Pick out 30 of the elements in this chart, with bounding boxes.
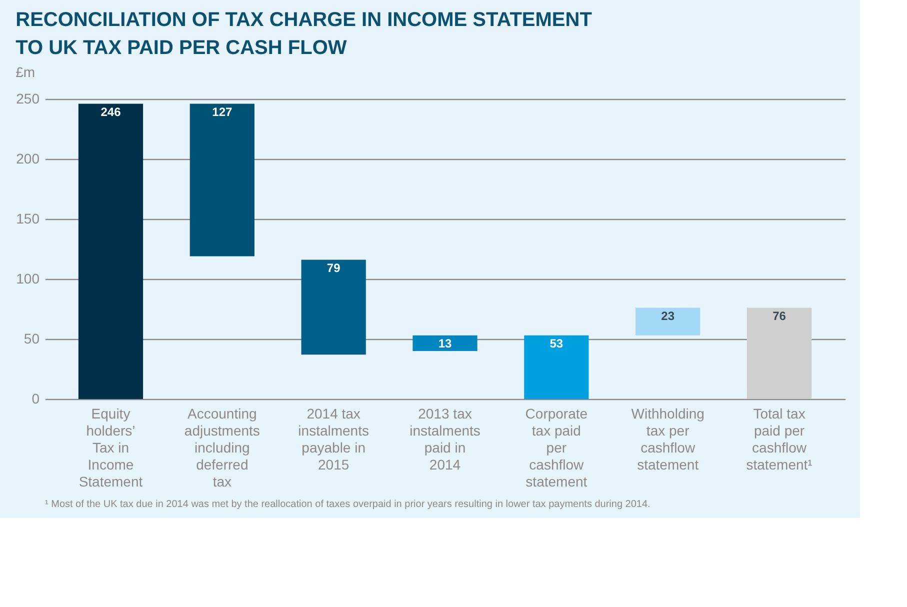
bar <box>636 308 700 336</box>
data-label: 23 <box>661 308 675 323</box>
y-tick-label: 150 <box>16 210 40 226</box>
data-label: 76 <box>772 308 786 323</box>
data-label: 246 <box>100 104 122 119</box>
y-tick-label: 250 <box>16 90 40 106</box>
bar <box>524 335 589 399</box>
y-tick-label: 100 <box>16 270 40 286</box>
x-tick-label: Total tax paid per cashflow statement¹ <box>746 406 813 472</box>
y-tick-label: 0 <box>32 390 40 406</box>
y-tick-label: 50 <box>24 330 40 346</box>
y-tick-label: 200 <box>16 150 40 166</box>
y-axis-title: £m <box>16 64 36 80</box>
x-tick-label: Accounting adjustments including deferred tax <box>184 406 260 490</box>
data-label: 13 <box>438 336 452 350</box>
bar <box>190 104 254 256</box>
data-label: 79 <box>326 260 341 275</box>
x-tick-label: Equity holders’ Tax in Income Statement <box>78 406 143 490</box>
x-tick-label: Withholding tax per cashflow statement <box>631 406 704 472</box>
chart-title: RECONCILIATION OF TAX CHARGE IN INCOME STATEMENT TO UK TAX PAID PER CASH FLOW <box>16 9 592 59</box>
data-label: 53 <box>550 336 564 350</box>
bar <box>412 335 478 351</box>
x-tick-label: 2013 tax instalments paid in 2014 <box>410 406 480 472</box>
x-tick-label: 2014 tax instalments payable in 2015 <box>298 406 369 472</box>
bar <box>746 308 812 399</box>
bar <box>301 260 366 355</box>
bar <box>78 104 144 399</box>
text: ¹ Most of the UK tax due in 2014 was met by the reallocation of taxes overpaid in prior years resulting in lower tax payments during 2014. <box>45 499 650 510</box>
x-tick-label: Corporate tax paid per cashflow statement <box>525 406 588 490</box>
data-label: 127 <box>212 104 232 119</box>
